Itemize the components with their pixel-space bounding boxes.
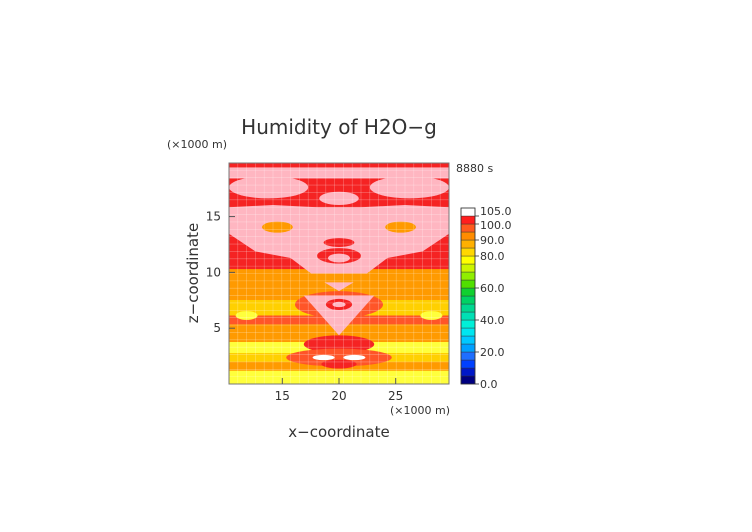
colorbar-level: [460, 231, 476, 241]
colorbar-frame: [460, 207, 476, 385]
colorbar-label: 90.0: [480, 234, 505, 247]
contour-blob: [235, 311, 258, 320]
colorbar-level: [460, 327, 476, 337]
colorbar-level: [460, 239, 476, 249]
contour-blob: [286, 348, 392, 367]
contour-blob: [411, 255, 447, 265]
contour-blob: [303, 335, 375, 354]
colorbar-level: [460, 319, 476, 329]
colorbar-level: [460, 295, 476, 305]
colorbar-label: 80.0: [480, 250, 505, 263]
colorbar-level: [460, 287, 476, 297]
contour-pink-region: [303, 295, 375, 336]
contour-blob: [319, 191, 359, 205]
colorbar-level: [460, 263, 476, 273]
y-axis-label: z−coordinate: [184, 223, 202, 323]
colorbar-label: 105.0: [480, 205, 512, 218]
contour-blob: [385, 221, 416, 233]
colorbar-level: [460, 375, 476, 385]
time-label: 8880 s: [456, 162, 493, 175]
contour-blob: [231, 255, 267, 265]
x-tick-label: 15: [275, 389, 290, 403]
colorbar-level: [460, 215, 476, 225]
colorbar-level: [460, 279, 476, 289]
colorbar-level: [460, 367, 476, 377]
colorbar-level: [460, 247, 476, 257]
colorbar-level: [460, 223, 476, 233]
colorbar-label: 60.0: [480, 282, 505, 295]
y-tick-label: 5: [213, 321, 221, 335]
colorbar-level: [460, 343, 476, 353]
axis-ticks: 15 20 25 5 10 15: [206, 210, 404, 403]
contour-blob: [312, 354, 335, 361]
chart-title: Humidity of H2O−g: [241, 115, 437, 139]
y-tick-label: 15: [206, 210, 221, 224]
contour-blob: [343, 354, 366, 361]
colorbar-label: 20.0: [480, 346, 505, 359]
x-tick-label: 25: [388, 389, 403, 403]
colorbar-level: [460, 303, 476, 313]
colorbar-level: [460, 207, 476, 217]
y-unit-label: (×1000 m): [167, 138, 227, 151]
plot-grid: [229, 163, 449, 384]
colorbar-level: [460, 255, 476, 265]
y-tick-label: 10: [206, 265, 221, 279]
contour-blob: [321, 359, 357, 369]
colorbar-label: 100.0: [480, 219, 512, 232]
colorbar-label: 40.0: [480, 314, 505, 327]
x-tick-label: 20: [331, 389, 346, 403]
contour-blob: [328, 253, 350, 263]
contour-band: [229, 370, 449, 384]
colorbar-level: [460, 311, 476, 321]
colorbar-label: 0.0: [480, 378, 498, 391]
humidity-field: [229, 163, 449, 384]
contour-blob: [229, 176, 309, 199]
colorbar-level: [460, 335, 476, 345]
x-unit-label: (×1000 m): [390, 404, 450, 417]
colorbar-level: [460, 351, 476, 361]
contour-band: [229, 167, 449, 179]
contour-blob: [323, 238, 355, 247]
colorbar-level: [460, 359, 476, 369]
contour-band: [229, 273, 449, 283]
contour-blob: [420, 311, 443, 320]
colorbar-level: [460, 271, 476, 281]
x-axis-label: x−coordinate: [288, 423, 389, 441]
contour-blob: [332, 301, 346, 308]
contour-blob: [262, 221, 293, 233]
contour-blob: [369, 176, 449, 199]
